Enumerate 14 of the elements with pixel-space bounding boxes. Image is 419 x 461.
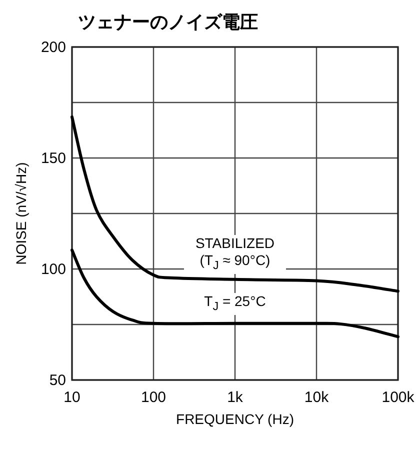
y-tick-label: 50 <box>49 372 66 389</box>
y-tick-label: 200 <box>40 39 66 56</box>
series-label: STABILIZED (T$_{J}$ ≈ 90°C) <box>184 235 286 274</box>
series-label: T$_{J}$ = 25°C <box>187 293 283 316</box>
x-tick-label: 100k <box>382 389 415 406</box>
x-axis-title: FREQUENCY (Hz) <box>176 411 294 427</box>
y-axis-title: NOISE (nV/√Hz) <box>13 162 29 265</box>
x-tick-label: 10k <box>304 389 330 406</box>
y-tick-label: 100 <box>40 261 66 278</box>
y-tick-label: 150 <box>40 150 66 167</box>
x-tick-label: 100 <box>140 389 166 406</box>
chart-title: ツェナーのノイズ電圧 <box>78 12 258 32</box>
x-tick-label: 1k <box>227 389 244 406</box>
x-tick-label: 10 <box>64 389 80 406</box>
